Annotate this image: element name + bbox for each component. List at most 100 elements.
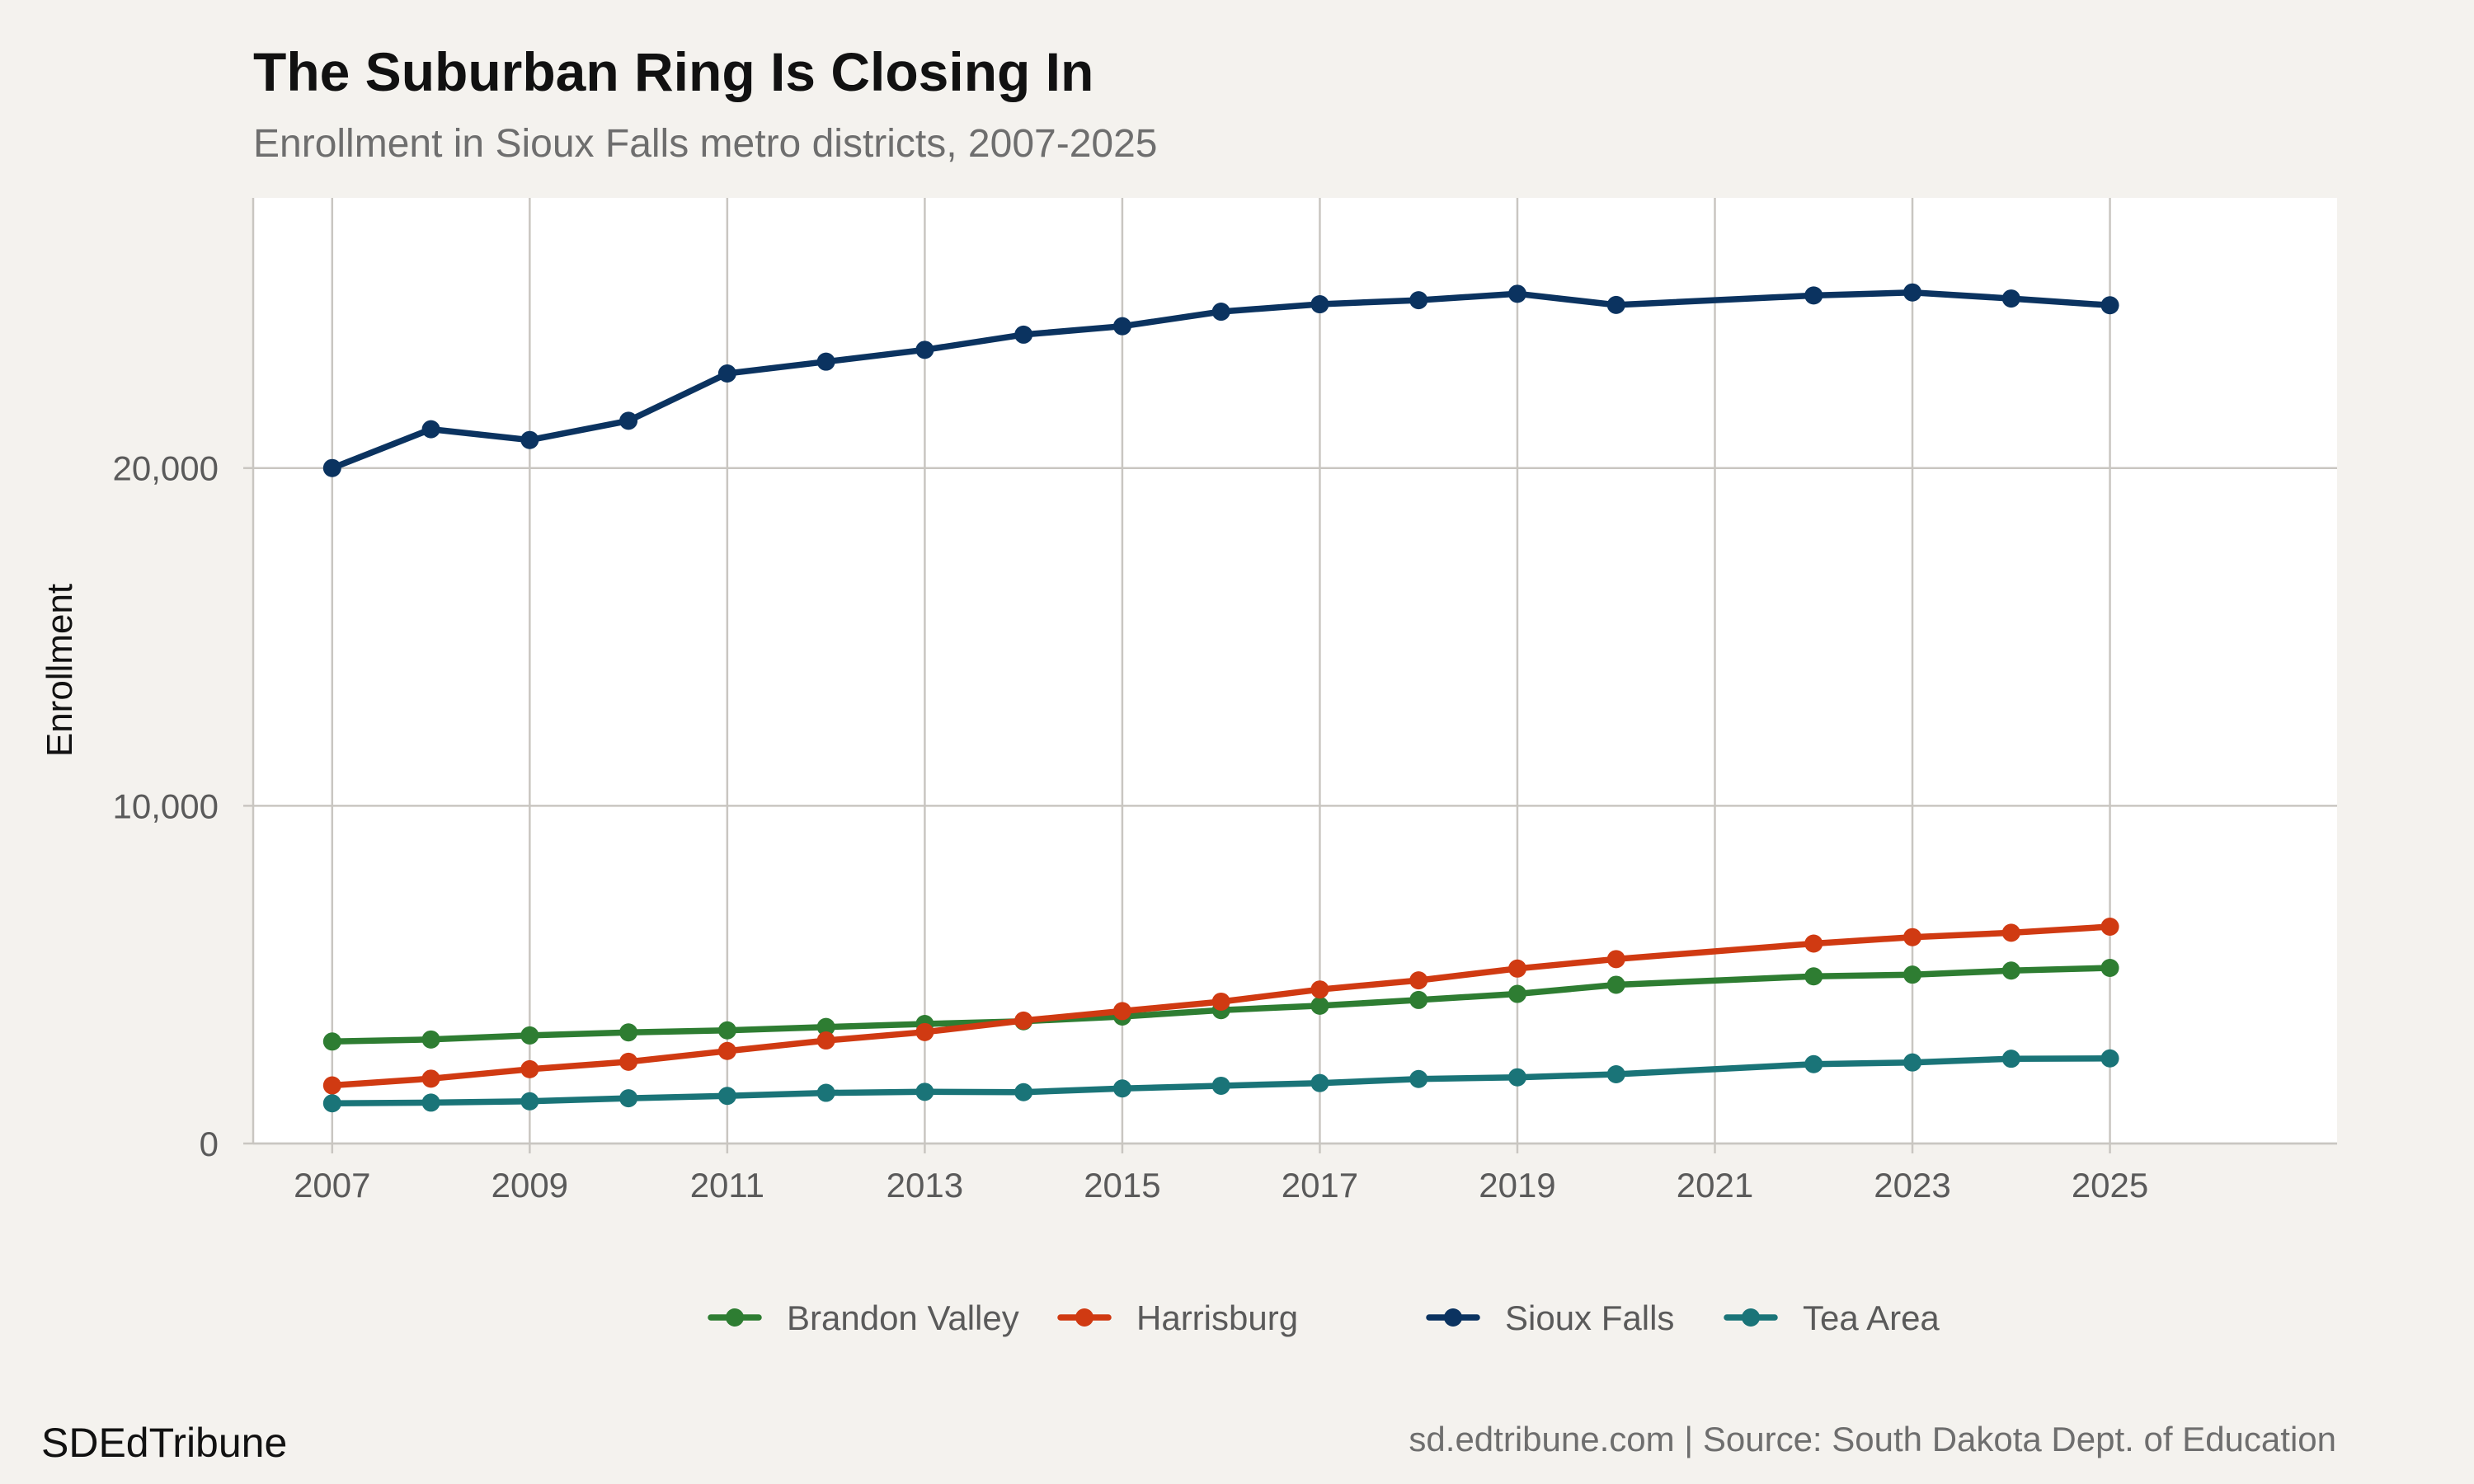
data-point-sioux-falls-2013: [915, 340, 934, 359]
data-point-brandon-valley-2018: [1409, 990, 1428, 1009]
data-point-brandon-valley-2023: [1903, 965, 1922, 984]
data-point-sioux-falls-2025: [2100, 296, 2119, 315]
data-point-sioux-falls-2010: [619, 411, 638, 430]
data-point-sioux-falls-2007: [322, 458, 341, 477]
data-point-sioux-falls-2022: [1804, 286, 1823, 305]
data-point-harrisburg-2022: [1804, 934, 1823, 953]
data-point-tea-area-2012: [816, 1083, 835, 1102]
legend-key-point-harrisburg: [1075, 1308, 1094, 1327]
data-point-brandon-valley-2024: [2001, 961, 2020, 980]
data-point-tea-area-2023: [1903, 1053, 1922, 1072]
x-tick-label-2019: 2019: [1479, 1166, 1555, 1205]
data-point-sioux-falls-2017: [1310, 295, 1329, 314]
data-point-harrisburg-2017: [1310, 980, 1329, 999]
legend-item-sioux-falls: Sioux Falls: [1426, 1298, 1674, 1337]
data-point-tea-area-2015: [1112, 1079, 1131, 1098]
chart-subtitle: Enrollment in Sioux Falls metro district…: [253, 122, 1157, 166]
x-tick-label-2009: 2009: [492, 1166, 568, 1205]
data-point-brandon-valley-2009: [520, 1026, 539, 1045]
data-point-tea-area-2013: [915, 1082, 934, 1101]
data-point-tea-area-2016: [1211, 1076, 1230, 1095]
data-point-brandon-valley-2017: [1310, 996, 1329, 1015]
x-tick-label-2015: 2015: [1084, 1166, 1160, 1205]
data-point-harrisburg-2018: [1409, 971, 1428, 990]
series-layer: [322, 283, 2119, 1113]
data-point-tea-area-2014: [1014, 1082, 1033, 1101]
legend-label-tea-area: Tea Area: [1803, 1298, 1940, 1337]
data-point-sioux-falls-2015: [1112, 317, 1131, 336]
x-tick-label-2013: 2013: [887, 1166, 963, 1205]
data-point-harrisburg-2010: [619, 1052, 638, 1071]
legend: Brandon Valley Harrisburg Sioux Falls Tea A…: [708, 1298, 1940, 1337]
series-line-tea-area: [329, 1055, 2114, 1107]
data-point-sioux-falls-2020: [1606, 295, 1625, 314]
data-point-tea-area-2017: [1310, 1073, 1329, 1092]
data-point-harrisburg-2023: [1903, 928, 1922, 946]
data-point-sioux-falls-2009: [520, 430, 539, 449]
series-sioux-falls: [322, 283, 2119, 477]
data-point-sioux-falls-2012: [816, 352, 835, 371]
y-tick-label-0: 0: [200, 1125, 219, 1163]
data-point-harrisburg-2007: [322, 1076, 341, 1095]
data-point-tea-area-2022: [1804, 1054, 1823, 1073]
legend-key-point-sioux-falls: [1444, 1308, 1462, 1327]
series-tea-area: [322, 1049, 2119, 1113]
data-point-sioux-falls-2016: [1211, 303, 1230, 322]
x-tick-label-2011: 2011: [690, 1166, 764, 1205]
series-harrisburg: [322, 918, 2119, 1095]
data-point-tea-area-2019: [1507, 1068, 1526, 1087]
plot-area: [253, 198, 2337, 1144]
x-tick-label-2025: 2025: [2072, 1166, 2148, 1205]
data-point-harrisburg-2012: [816, 1031, 835, 1050]
data-point-sioux-falls-2019: [1507, 284, 1526, 303]
y-axis-label: Enrollment: [40, 584, 80, 757]
data-point-harrisburg-2014: [1014, 1011, 1033, 1030]
series-line-brandon-valley: [329, 965, 2114, 1045]
x-tick-label-2023: 2023: [1874, 1166, 1950, 1205]
series-line-harrisburg: [329, 923, 2114, 1089]
data-point-brandon-valley-2007: [322, 1032, 341, 1051]
y-axis-ticks: 0 10,000 20,000: [113, 449, 253, 1163]
data-point-tea-area-2025: [2100, 1049, 2119, 1068]
data-point-harrisburg-2019: [1507, 959, 1526, 978]
data-point-harrisburg-2013: [915, 1022, 934, 1041]
brand-name: SDEdTribune: [41, 1420, 287, 1466]
x-tick-label-2017: 2017: [1282, 1166, 1358, 1205]
data-point-harrisburg-2016: [1211, 992, 1230, 1011]
data-point-sioux-falls-2023: [1903, 283, 1922, 302]
data-point-brandon-valley-2019: [1507, 984, 1526, 1003]
data-point-brandon-valley-2025: [2100, 958, 2119, 977]
legend-item-harrisburg: Harrisburg: [1057, 1298, 1298, 1337]
data-point-sioux-falls-2018: [1409, 291, 1428, 310]
legend-label-harrisburg: Harrisburg: [1136, 1298, 1298, 1337]
data-point-tea-area-2009: [520, 1092, 539, 1111]
data-point-brandon-valley-2022: [1804, 967, 1823, 986]
data-point-tea-area-2010: [619, 1089, 638, 1108]
series-line-sioux-falls: [329, 289, 2114, 472]
data-point-brandon-valley-2012: [816, 1017, 835, 1036]
chart-title: The Suburban Ring Is Closing In: [253, 41, 1094, 102]
source-caption: sd.edtribune.com | Source: South Dakota …: [1409, 1420, 2336, 1458]
x-tick-label-2007: 2007: [294, 1166, 370, 1205]
y-tick-label-10000: 10,000: [113, 787, 219, 825]
data-point-brandon-valley-2008: [421, 1030, 440, 1049]
y-tick-label-20000: 20,000: [113, 449, 219, 488]
data-point-tea-area-2024: [2001, 1050, 2020, 1068]
data-point-harrisburg-2009: [520, 1059, 539, 1078]
data-point-harrisburg-2011: [717, 1041, 736, 1060]
data-point-harrisburg-2020: [1606, 950, 1625, 969]
data-point-tea-area-2018: [1409, 1069, 1428, 1088]
data-point-harrisburg-2008: [421, 1069, 440, 1088]
data-point-sioux-falls-2011: [717, 364, 736, 383]
data-point-brandon-valley-2011: [717, 1021, 736, 1040]
legend-label-brandon-valley: Brandon Valley: [787, 1298, 1019, 1337]
legend-key-point-tea-area: [1742, 1308, 1760, 1327]
legend-label-sioux-falls: Sioux Falls: [1505, 1298, 1674, 1337]
data-point-tea-area-2011: [717, 1087, 736, 1106]
data-point-brandon-valley-2010: [619, 1023, 638, 1042]
data-point-brandon-valley-2020: [1606, 975, 1625, 994]
data-point-harrisburg-2025: [2100, 918, 2119, 937]
legend-item-brandon-valley: Brandon Valley: [708, 1298, 1019, 1337]
data-point-sioux-falls-2014: [1014, 325, 1033, 344]
